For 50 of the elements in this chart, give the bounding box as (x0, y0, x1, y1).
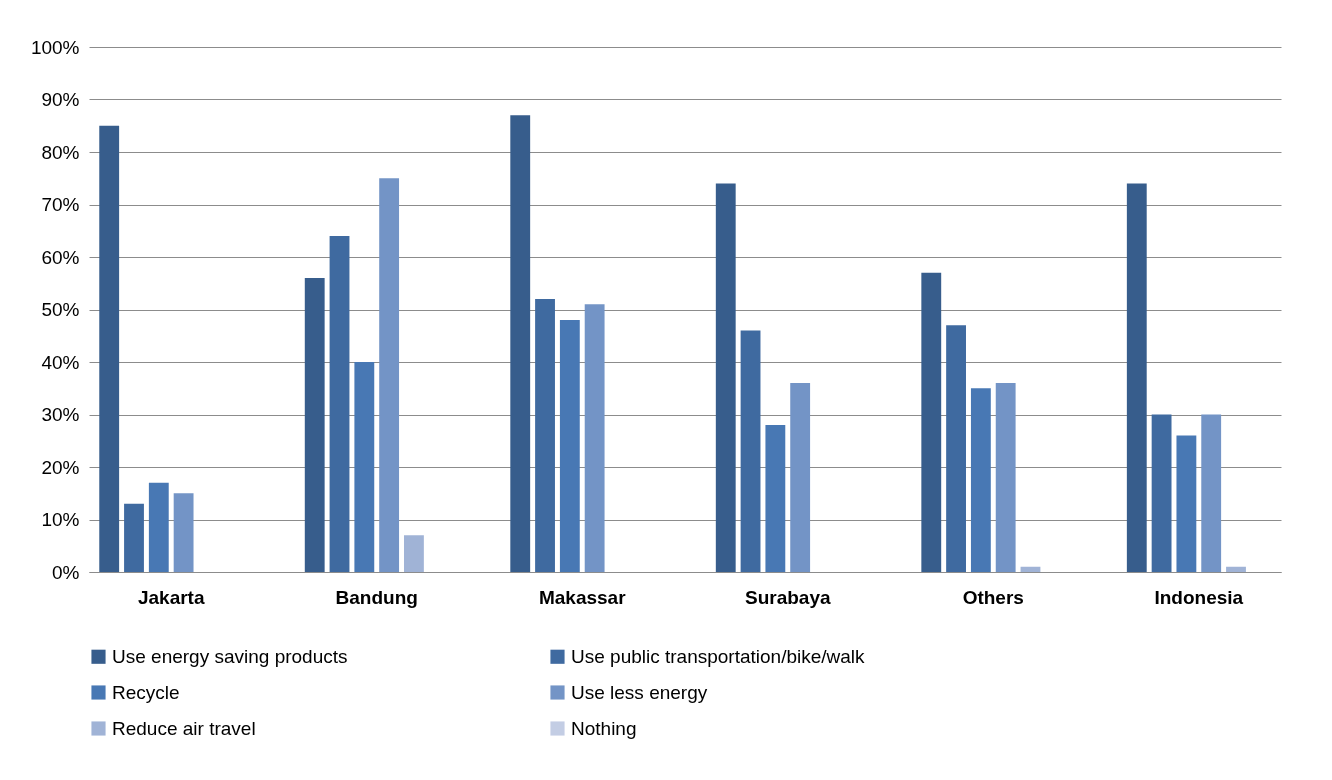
x-tick-label: Makassar (538, 586, 627, 608)
bar (970, 388, 991, 572)
bar (304, 278, 325, 572)
bar (329, 236, 350, 572)
bar (1151, 414, 1172, 572)
y-tick-label: 0% (52, 561, 80, 583)
legend-label: Nothing (571, 717, 637, 739)
bar (584, 304, 605, 572)
legend-label: Recycle (112, 681, 180, 703)
y-tick-label: 100% (30, 36, 80, 58)
bar (1126, 183, 1147, 572)
y-tick-label: 60% (41, 246, 80, 268)
bar (379, 178, 400, 572)
x-tick-label: Indonesia (1154, 586, 1244, 608)
bar (173, 493, 194, 572)
y-tick-label: 20% (41, 456, 80, 478)
bar (124, 503, 144, 572)
bar (1020, 566, 1041, 572)
bar (99, 125, 120, 572)
bar (404, 535, 424, 572)
y-tick-label: 90% (41, 89, 80, 110)
bar (1226, 566, 1246, 572)
bar (148, 482, 169, 572)
y-tick-label: 30% (41, 404, 80, 425)
bar (535, 299, 555, 572)
bar (510, 115, 531, 572)
x-tick-label: Surabaya (744, 586, 831, 608)
y-tick-label: 70% (41, 194, 80, 215)
legend-label: Use energy saving products (112, 645, 348, 667)
bar (995, 383, 1016, 572)
x-tick-label: Others (962, 586, 1024, 608)
bar (1201, 414, 1222, 572)
bar (740, 330, 761, 572)
y-tick-label: 10% (41, 509, 80, 530)
bar (715, 183, 736, 572)
legend-label: Use less energy (571, 681, 708, 703)
bar (946, 325, 966, 572)
y-tick-label: 40% (41, 351, 80, 373)
bar (1176, 435, 1197, 572)
bar (790, 383, 811, 572)
x-tick-label: Jakarta (137, 586, 205, 608)
y-tick-label: 50% (41, 299, 80, 320)
legend-label: Reduce air travel (112, 717, 256, 739)
bar (921, 272, 942, 572)
x-tick-label: Bandung (335, 586, 418, 608)
bar (765, 425, 786, 572)
y-tick-label: 80% (41, 141, 80, 163)
bar (354, 362, 375, 572)
bar (559, 320, 580, 572)
legend-label: Use public transportation/bike/walk (571, 645, 866, 667)
